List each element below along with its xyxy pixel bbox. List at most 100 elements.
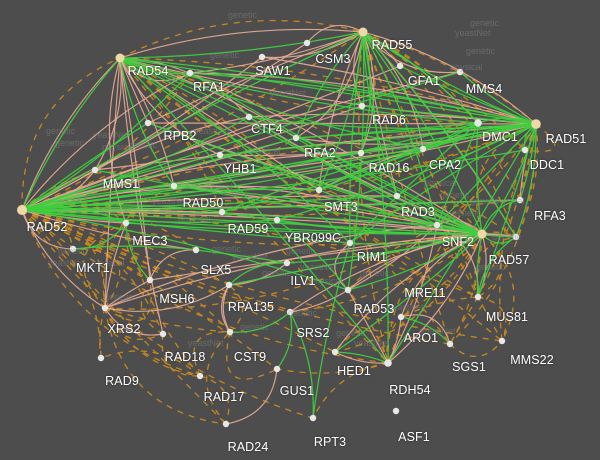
graph-edge xyxy=(189,72,537,125)
graph-node-rdh54[interactable] xyxy=(384,359,392,367)
graph-edge xyxy=(119,57,389,364)
graph-edge xyxy=(349,31,364,244)
graph-node-aro1[interactable] xyxy=(397,313,405,321)
graph-node-csm3[interactable] xyxy=(303,39,311,47)
graph-edge xyxy=(195,249,288,264)
graph-edge xyxy=(21,31,364,211)
graph-edge xyxy=(362,31,479,124)
graph-node-cpa2[interactable] xyxy=(419,145,427,153)
graph-node-rad17[interactable] xyxy=(196,372,204,380)
graph-edge xyxy=(362,31,438,226)
graph-edge xyxy=(276,219,483,235)
graph-edge xyxy=(347,289,389,364)
graph-edge xyxy=(125,222,201,377)
graph-edge xyxy=(225,368,278,425)
graph-node-rpa135[interactable] xyxy=(225,281,233,289)
graph-node-mms4[interactable] xyxy=(456,68,464,76)
graph-edge xyxy=(21,209,102,359)
graph-node-rad55[interactable] xyxy=(358,27,368,37)
graph-node-rad16[interactable] xyxy=(357,149,365,157)
graph-edge xyxy=(119,57,221,156)
graph-node-rad59[interactable] xyxy=(218,208,226,216)
graph-node-rad51[interactable] xyxy=(531,119,541,129)
graph-edge xyxy=(248,116,537,130)
graph-node-smt3[interactable] xyxy=(315,186,323,194)
graph-node-mus81[interactable] xyxy=(474,293,482,301)
graph-edge xyxy=(362,31,483,235)
graph-edge xyxy=(21,188,320,211)
graph-edge xyxy=(400,316,451,345)
graph-node-ilv1[interactable] xyxy=(283,259,291,267)
graph-edge xyxy=(228,262,288,286)
graph-node-rad50[interactable] xyxy=(170,182,178,190)
graph-node-ctf4[interactable] xyxy=(245,113,253,121)
graph-node-cst9[interactable] xyxy=(226,328,234,336)
graph-node-rfa2[interactable] xyxy=(292,134,300,142)
graph-edge xyxy=(220,284,231,333)
graph-node-slx5[interactable] xyxy=(192,246,200,254)
graph-node-rad54[interactable] xyxy=(115,53,125,63)
graph-edge xyxy=(362,31,398,197)
graph-node-gfa1[interactable] xyxy=(396,62,404,70)
graph-node-rad52[interactable] xyxy=(17,205,27,215)
graph-edge xyxy=(312,362,389,419)
graph-edge xyxy=(119,57,517,238)
graph-node-rfa1[interactable] xyxy=(186,69,194,77)
graph-edge xyxy=(173,185,483,235)
graph-edge xyxy=(21,122,149,211)
graph-edge xyxy=(119,57,479,124)
graph-node-rad53[interactable] xyxy=(344,286,352,294)
graph-edge xyxy=(94,169,483,235)
graph-edge xyxy=(119,57,164,335)
graph-edge xyxy=(229,311,291,333)
graph-node-snf2[interactable] xyxy=(477,229,487,239)
graph-node-mkt1[interactable] xyxy=(69,245,77,253)
graph-edge xyxy=(21,209,349,291)
graph-edge xyxy=(228,284,244,333)
graph-node-xrs2[interactable] xyxy=(101,304,109,312)
graph-node-gus1[interactable] xyxy=(273,365,281,373)
graph-node-rad9[interactable] xyxy=(97,354,105,362)
graph-node-rfa3[interactable] xyxy=(516,196,524,204)
graph-node-rpt3[interactable] xyxy=(309,414,317,422)
graph-edge xyxy=(459,71,537,125)
graph-node-ddc1[interactable] xyxy=(521,146,529,154)
graph-edge xyxy=(436,122,479,226)
graph-edge xyxy=(347,233,483,291)
graph-edge xyxy=(21,209,483,246)
graph-node-rim1[interactable] xyxy=(346,239,354,247)
graph-node-msh6[interactable] xyxy=(146,276,154,284)
graph-node-rad6[interactable] xyxy=(358,102,366,110)
graph-edge xyxy=(21,209,231,333)
graph-edge xyxy=(119,57,320,191)
graph-node-mre11[interactable] xyxy=(433,221,441,229)
graph-node-dmc1[interactable] xyxy=(474,119,482,127)
graph-node-srs2[interactable] xyxy=(286,308,294,316)
graph-node-mec3[interactable] xyxy=(122,219,130,227)
graph-node-saw1[interactable] xyxy=(258,53,266,61)
graph-node-ybr099c[interactable] xyxy=(273,216,281,224)
graph-edge xyxy=(474,236,517,298)
graph-node-rad57[interactable] xyxy=(512,233,520,241)
graph-node-rad24[interactable] xyxy=(222,420,230,428)
graph-edge xyxy=(362,31,526,151)
graph-edge xyxy=(362,31,537,125)
graph-edge xyxy=(318,189,483,235)
graph-edge xyxy=(476,233,483,298)
graph-node-mms22[interactable] xyxy=(498,337,506,345)
graph-node-hed1[interactable] xyxy=(331,348,339,356)
graph-edge xyxy=(104,307,164,336)
graph-node-mms1[interactable] xyxy=(91,166,99,174)
graph-node-rad18[interactable] xyxy=(159,330,167,338)
graph-node-asf1[interactable] xyxy=(392,407,400,415)
graph-node-rpb2[interactable] xyxy=(144,119,152,127)
graph-edge xyxy=(318,122,479,191)
graph-edge xyxy=(189,72,483,235)
graph-edge xyxy=(436,123,537,226)
graph-edge xyxy=(21,209,278,224)
graph-edge xyxy=(519,123,537,201)
graph-node-sgs1[interactable] xyxy=(446,340,454,348)
graph-node-rad3[interactable] xyxy=(393,192,401,200)
graph-node-yhb1[interactable] xyxy=(216,151,224,159)
